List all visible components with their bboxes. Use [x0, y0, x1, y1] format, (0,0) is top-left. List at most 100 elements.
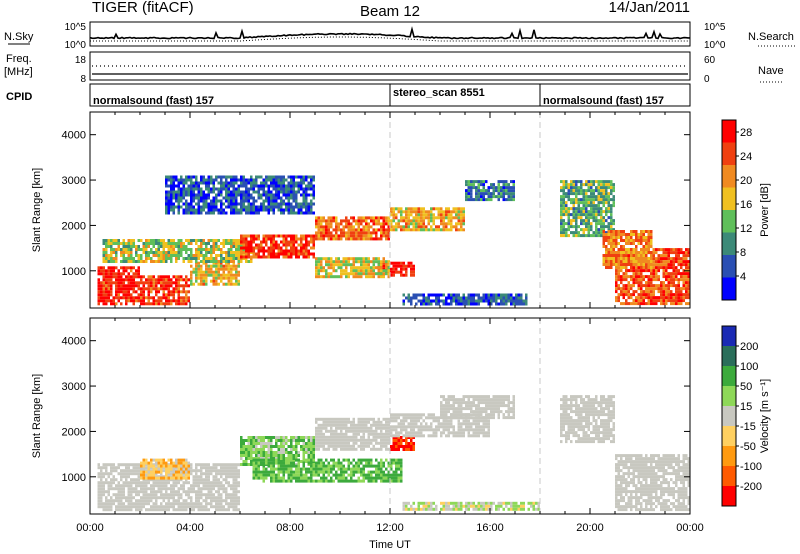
heatmap-cell	[277, 246, 280, 250]
heatmap-cell	[622, 275, 625, 279]
colorbar-tick-label: 4	[740, 271, 746, 283]
heatmap-cell	[145, 487, 148, 491]
heatmap-cell	[355, 228, 358, 232]
heatmap-cell	[302, 175, 305, 179]
heatmap-cell	[225, 205, 228, 209]
heatmap-cell	[165, 287, 168, 291]
heatmap-cell	[132, 505, 135, 509]
heatmap-cell	[105, 481, 108, 485]
heatmap-cell	[345, 234, 348, 238]
heatmap-cell	[372, 266, 375, 270]
heatmap-cell	[200, 508, 203, 512]
heatmap-cell	[172, 493, 175, 497]
heatmap-cell	[300, 193, 303, 197]
heatmap-cell	[670, 281, 673, 285]
heatmap-cell	[277, 202, 280, 206]
heatmap-cell	[360, 266, 363, 270]
heatmap-cell	[477, 195, 480, 199]
heatmap-cell	[270, 237, 273, 241]
heatmap-cell	[175, 178, 178, 182]
heatmap-cell	[232, 257, 235, 260]
heatmap-cell	[327, 275, 330, 279]
heatmap-cell	[370, 269, 373, 273]
heatmap-cell	[212, 208, 215, 212]
heatmap-cell	[620, 290, 623, 294]
heatmap-cell	[142, 290, 145, 294]
heatmap-cell	[647, 248, 650, 251]
heatmap-cell	[140, 484, 143, 488]
heatmap-cell	[230, 496, 233, 500]
heatmap-cell	[415, 225, 418, 229]
heatmap-cell	[162, 484, 165, 488]
colorbar-tick-label: 12	[740, 223, 752, 235]
heatmap-cell	[247, 199, 250, 203]
heatmap-cell	[562, 183, 565, 187]
heatmap-cell	[462, 222, 465, 226]
heatmap-cell	[165, 481, 168, 485]
heatmap-cell	[355, 269, 358, 273]
heatmap-cell	[227, 257, 230, 260]
heatmap-cell	[210, 257, 213, 260]
heatmap-cell	[400, 207, 403, 211]
heatmap-cell	[610, 204, 613, 208]
heatmap-cell	[327, 237, 330, 241]
heatmap-cell	[142, 251, 145, 254]
heatmap-cell	[332, 417, 335, 421]
heatmap-cell	[255, 208, 258, 212]
heatmap-cell	[125, 508, 128, 512]
heatmap-cell	[597, 231, 600, 235]
heatmap-cell	[657, 284, 660, 288]
heatmap-cell	[305, 451, 308, 454]
heatmap-cell	[125, 481, 128, 485]
heatmap-cell	[272, 436, 275, 439]
heatmap-cell	[360, 275, 363, 279]
heatmap-cell	[615, 266, 618, 269]
heatmap-cell	[212, 505, 215, 509]
heatmap-cell	[375, 222, 378, 226]
heatmap-cell	[145, 248, 148, 251]
heatmap-cell	[247, 234, 250, 238]
heatmap-cell	[187, 481, 190, 485]
heatmap-cell	[137, 254, 140, 257]
heatmap-cell	[287, 451, 290, 454]
heatmap-cell	[262, 246, 265, 250]
heatmap-cell	[625, 269, 628, 273]
heatmap-cell	[125, 463, 128, 467]
heatmap-cell	[647, 302, 650, 306]
heatmap-cell	[562, 222, 565, 226]
heatmap-cell	[290, 190, 293, 194]
heatmap-cell	[225, 493, 228, 497]
heatmap-cell	[310, 193, 313, 197]
heatmap-cell	[662, 287, 665, 291]
heatmap-cell	[220, 481, 223, 485]
heatmap-cell	[502, 189, 505, 193]
heatmap-cell	[237, 239, 240, 242]
heatmap-cell	[162, 275, 165, 279]
heatmap-cell	[675, 284, 678, 288]
heatmap-cell	[135, 251, 138, 254]
heatmap-cell	[575, 207, 578, 211]
heatmap-cell	[512, 180, 515, 184]
heatmap-cell	[200, 505, 203, 509]
heatmap-cell	[212, 196, 215, 200]
heatmap-cell	[315, 234, 318, 238]
heatmap-cell	[442, 210, 445, 214]
heatmap-cell	[267, 237, 270, 241]
heatmap-cell	[350, 423, 353, 427]
heatmap-cell	[687, 284, 690, 288]
heatmap-cell	[227, 175, 230, 179]
heatmap-cell	[680, 266, 683, 270]
heatmap-cell	[127, 469, 130, 473]
heatmap-cell	[222, 208, 225, 212]
heatmap-cell	[582, 231, 585, 235]
heatmap-cell	[327, 263, 330, 267]
heatmap-cell	[217, 478, 220, 482]
heatmap-cell	[292, 205, 295, 209]
heatmap-cell	[127, 493, 130, 497]
freq-frame	[89, 51, 691, 81]
heatmap-cell	[295, 451, 298, 454]
heatmap-cell	[252, 196, 255, 200]
heatmap-cell	[195, 273, 198, 277]
heatmap-cell	[147, 245, 150, 248]
heatmap-cell	[102, 260, 105, 263]
